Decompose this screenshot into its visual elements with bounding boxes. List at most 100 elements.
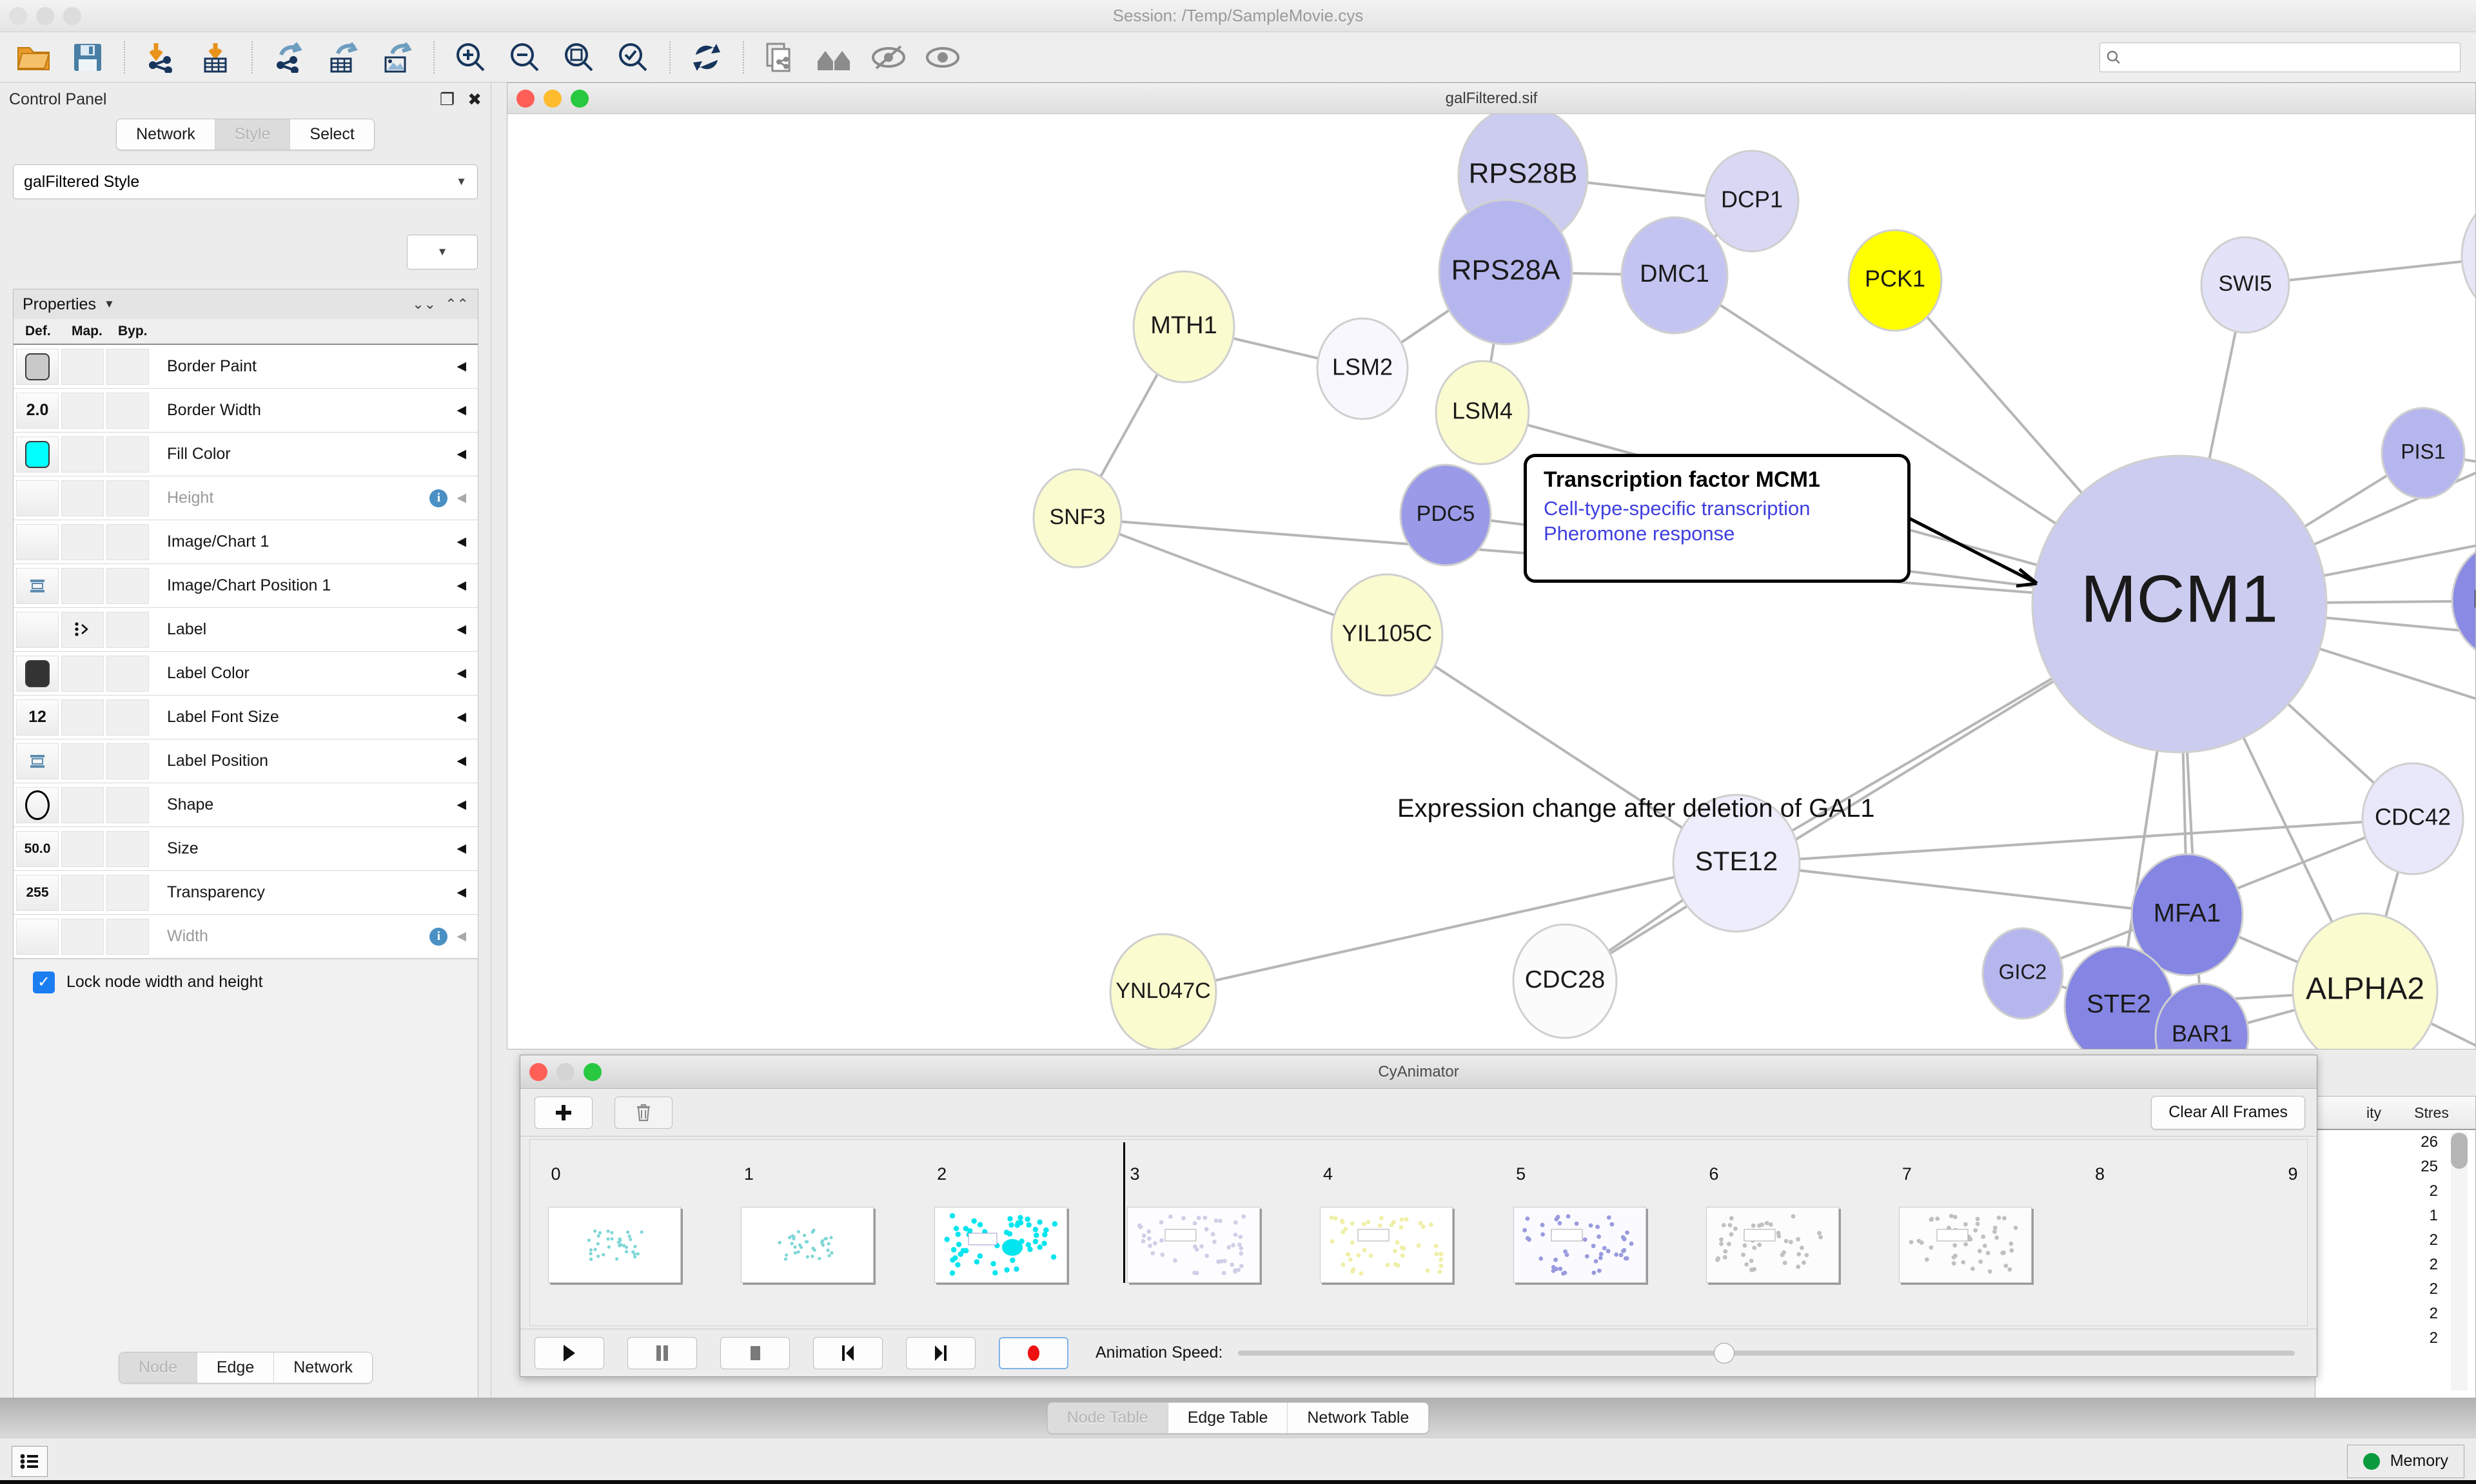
tab-node[interactable]: Node bbox=[119, 1352, 197, 1383]
chevron-down-icon[interactable]: ▼ bbox=[103, 298, 115, 310]
network-graph[interactable]: RPS28BDCP1RPS28ADMC1PCK1SWI5GAL80GAL11ST… bbox=[507, 114, 2475, 1049]
animation-frame[interactable] bbox=[548, 1207, 681, 1283]
property-mapping-cell[interactable] bbox=[61, 611, 104, 648]
property-mapping-cell[interactable] bbox=[61, 786, 104, 823]
table-row[interactable]: 25 bbox=[2315, 1155, 2475, 1179]
close-window-button[interactable] bbox=[9, 6, 27, 25]
maximize-window-button[interactable] bbox=[63, 6, 81, 25]
record-button[interactable] bbox=[999, 1336, 1068, 1369]
property-mapping-cell[interactable] bbox=[61, 523, 104, 560]
property-bypass-cell[interactable] bbox=[106, 743, 149, 779]
hide-selected-icon[interactable] bbox=[861, 32, 916, 83]
animation-frame[interactable] bbox=[1706, 1207, 1839, 1283]
property-expand-arrow[interactable]: ◀ bbox=[457, 404, 466, 417]
property-mapping-cell[interactable] bbox=[61, 655, 104, 692]
property-default-cell[interactable] bbox=[16, 786, 59, 823]
animation-frame[interactable] bbox=[1899, 1207, 2032, 1283]
property-default-cell[interactable] bbox=[16, 655, 59, 692]
property-bypass-cell[interactable] bbox=[106, 480, 149, 516]
network-node[interactable]: BAR1 bbox=[2154, 982, 2250, 1049]
network-node[interactable]: DCP1 bbox=[1704, 150, 1800, 253]
property-row[interactable]: Shape ◀ bbox=[14, 783, 478, 827]
property-row[interactable]: Border Paint ◀ bbox=[14, 345, 478, 389]
property-expand-arrow[interactable]: ◀ bbox=[457, 535, 466, 549]
network-node[interactable]: PCK1 bbox=[1847, 229, 1943, 332]
property-mapping-cell[interactable] bbox=[61, 830, 104, 867]
export-table-icon[interactable] bbox=[316, 32, 370, 83]
property-default-cell[interactable] bbox=[16, 348, 59, 385]
network-node[interactable]: YNL047C bbox=[1109, 933, 1217, 1049]
memory-status-button[interactable]: Memory bbox=[2346, 1444, 2464, 1478]
network-node[interactable]: MFA1 bbox=[2130, 853, 2244, 977]
zoom-fit-icon[interactable] bbox=[552, 32, 606, 83]
minimize-cyanimator-button[interactable] bbox=[556, 1062, 575, 1081]
tab-style[interactable]: Style bbox=[215, 119, 291, 150]
animation-speed-slider[interactable] bbox=[1238, 1342, 2295, 1363]
property-expand-arrow[interactable]: ◀ bbox=[457, 447, 466, 461]
tab-edge-table[interactable]: Edge Table bbox=[1168, 1402, 1288, 1433]
property-mapping-cell[interactable] bbox=[61, 874, 104, 911]
animation-frame[interactable] bbox=[1320, 1207, 1453, 1283]
property-expand-arrow[interactable]: ◀ bbox=[457, 360, 466, 373]
property-default-cell[interactable]: 50.0 bbox=[16, 830, 59, 867]
network-canvas[interactable]: RPS28BDCP1RPS28ADMC1PCK1SWI5GAL80GAL11ST… bbox=[507, 114, 2475, 1049]
network-node[interactable]: CDC28 bbox=[1512, 923, 1618, 1039]
property-row[interactable]: Label ◀ bbox=[14, 608, 478, 652]
property-default-cell[interactable] bbox=[16, 523, 59, 560]
property-default-cell[interactable] bbox=[16, 480, 59, 516]
property-bypass-cell[interactable] bbox=[106, 655, 149, 692]
tab-network[interactable]: Network bbox=[117, 119, 215, 150]
property-row[interactable]: Image/Chart Position 1 ◀ bbox=[14, 564, 478, 608]
lock-node-size-row[interactable]: ✓ Lock node width and height bbox=[14, 959, 478, 1005]
property-expand-arrow[interactable]: ◀ bbox=[457, 842, 466, 855]
property-expand-arrow[interactable]: ◀ bbox=[457, 667, 466, 680]
property-expand-arrow[interactable]: ◀ bbox=[457, 754, 466, 768]
network-node[interactable]: LSM2 bbox=[1316, 317, 1409, 420]
table-row[interactable]: 2 bbox=[2315, 1228, 2475, 1253]
property-mapping-cell[interactable] bbox=[61, 480, 104, 516]
network-node[interactable]: STE2 bbox=[2063, 945, 2174, 1049]
close-icon[interactable]: ✖ bbox=[467, 89, 482, 109]
network-edge[interactable] bbox=[2245, 243, 2475, 286]
network-node[interactable]: PIS1 bbox=[2381, 407, 2466, 500]
info-icon[interactable]: i bbox=[429, 489, 448, 507]
lock-node-size-checkbox[interactable]: ✓ bbox=[33, 971, 55, 993]
network-edge[interactable] bbox=[1736, 862, 2188, 916]
zoom-out-icon[interactable] bbox=[498, 32, 552, 83]
property-mapping-cell[interactable] bbox=[61, 918, 104, 955]
search-input[interactable] bbox=[2099, 42, 2461, 72]
show-all-icon[interactable] bbox=[916, 32, 970, 83]
tab-network-table[interactable]: Network Table bbox=[1288, 1402, 1429, 1433]
property-expand-arrow[interactable]: ◀ bbox=[457, 798, 466, 812]
property-default-cell[interactable] bbox=[16, 743, 59, 779]
slider-knob[interactable] bbox=[1714, 1342, 1735, 1363]
network-edge[interactable] bbox=[1386, 634, 1738, 864]
property-bypass-cell[interactable] bbox=[106, 392, 149, 429]
animation-frame[interactable] bbox=[741, 1207, 874, 1283]
network-node[interactable]: MTH1 bbox=[1132, 270, 1235, 384]
property-default-cell[interactable] bbox=[16, 567, 59, 604]
import-network-icon[interactable] bbox=[134, 32, 188, 83]
property-default-cell[interactable] bbox=[16, 436, 59, 473]
property-bypass-cell[interactable] bbox=[106, 874, 149, 911]
network-node[interactable]: DMC1 bbox=[1620, 216, 1729, 335]
network-node[interactable]: STE12 bbox=[1672, 794, 1801, 933]
network-annotation-box[interactable]: Transcription factor MCM1 Cell-type-spec… bbox=[1524, 454, 1911, 583]
property-expand-arrow[interactable]: ◀ bbox=[457, 886, 466, 899]
tab-network-style[interactable]: Network bbox=[274, 1352, 372, 1383]
new-network-icon[interactable] bbox=[753, 32, 807, 83]
add-frame-button[interactable] bbox=[535, 1096, 593, 1129]
property-expand-arrow[interactable]: ◀ bbox=[457, 710, 466, 724]
restore-icon[interactable]: ❐ bbox=[439, 89, 455, 109]
export-image-icon[interactable] bbox=[370, 32, 424, 83]
network-node[interactable]: ALPHA2 bbox=[2292, 912, 2439, 1049]
clear-all-frames-button[interactable]: Clear All Frames bbox=[2151, 1095, 2305, 1129]
animation-frame[interactable] bbox=[1127, 1207, 1260, 1283]
delete-frame-button[interactable] bbox=[614, 1096, 673, 1129]
property-expand-arrow[interactable]: ◀ bbox=[457, 579, 466, 592]
side-table-scrollbar[interactable] bbox=[2451, 1133, 2468, 1391]
network-node[interactable]: MCM1 bbox=[2031, 454, 2328, 754]
network-edge[interactable] bbox=[1736, 817, 2413, 864]
property-expand-arrow[interactable]: ◀ bbox=[457, 491, 466, 505]
